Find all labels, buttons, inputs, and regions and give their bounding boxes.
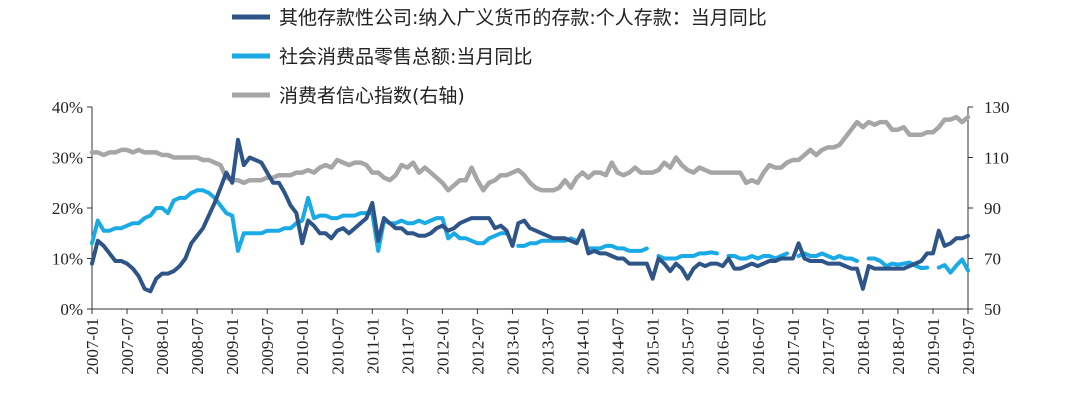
x-tick-label: 2007-07 — [118, 318, 137, 375]
x-tick-label: 2013-01 — [503, 318, 522, 375]
series-line-retail-sales — [90, 188, 970, 275]
x-tick-label: 2018-07 — [889, 318, 908, 375]
x-tick-label: 2015-07 — [679, 318, 698, 375]
legend-item-retail-sales: 社会消费品零售总额:当月同比 — [232, 46, 532, 68]
x-tick-label: 2012-07 — [468, 318, 487, 375]
x-tick-label: 2014-01 — [574, 318, 593, 375]
x-tick-label: 2008-07 — [188, 318, 207, 375]
right-tick-label: 70 — [984, 250, 1001, 269]
series-line-consumer-confidence — [89, 114, 971, 193]
legend-label-retail-sales: 社会消费品零售总额:当月同比 — [279, 46, 532, 68]
x-tick-label: 2019-01 — [924, 318, 943, 375]
x-tick-label: 2019-07 — [959, 318, 978, 375]
x-tick-label: 2010-07 — [328, 318, 347, 375]
x-tick-label: 2016-07 — [749, 318, 768, 375]
x-tick-label: 2013-07 — [539, 318, 558, 375]
chart-axes: 0% 10% 20% 30% 40% 50 70 90 110 130 2007-01 2007-07… — [52, 98, 1010, 375]
legend-item-consumer-confidence: 消费者信心指数(右轴) — [232, 85, 465, 107]
left-tick-label: 10% — [52, 250, 83, 269]
x-tick-label: 2018-01 — [854, 318, 873, 375]
x-tick-label: 2017-07 — [819, 318, 838, 375]
x-tick-label: 2014-07 — [609, 318, 628, 375]
x-tick-label: 2008-01 — [153, 318, 172, 375]
right-tick-label: 130 — [984, 98, 1010, 117]
x-tick-label: 2011-01 — [363, 318, 382, 374]
plot-area — [89, 114, 971, 294]
left-tick-label: 40% — [52, 98, 83, 117]
series-line-personal-deposits — [90, 137, 970, 294]
legend-item-personal-deposits: 其他存款性公司:纳入广义货币的存款:个人存款：当月同比 — [232, 7, 767, 29]
x-tick-label: 2017-01 — [784, 318, 803, 375]
right-tick-label: 50 — [984, 300, 1001, 319]
legend-label-personal-deposits: 其他存款性公司:纳入广义货币的存款:个人存款：当月同比 — [279, 7, 767, 29]
x-tick-label: 2009-01 — [223, 318, 242, 375]
x-tick-label: 2007-01 — [83, 318, 102, 375]
left-tick-label: 30% — [52, 149, 83, 168]
x-tick-label: 2011-07 — [398, 318, 417, 375]
chart-legend: 其他存款性公司:纳入广义货币的存款:个人存款：当月同比 社会消费品零售总额:当月… — [232, 7, 767, 107]
x-tick-label: 2009-07 — [258, 318, 277, 375]
left-tick-label: 20% — [52, 199, 83, 218]
right-tick-label: 90 — [984, 199, 1001, 218]
legend-label-consumer-confidence: 消费者信心指数(右轴) — [279, 85, 465, 107]
left-tick-label: 0% — [60, 300, 83, 319]
x-tick-label: 2016-01 — [714, 318, 733, 375]
right-tick-label: 110 — [984, 149, 1009, 168]
x-tick-label: 2015-01 — [644, 318, 663, 375]
x-tick-label: 2012-01 — [433, 318, 452, 375]
x-tick-label: 2010-01 — [293, 318, 312, 375]
